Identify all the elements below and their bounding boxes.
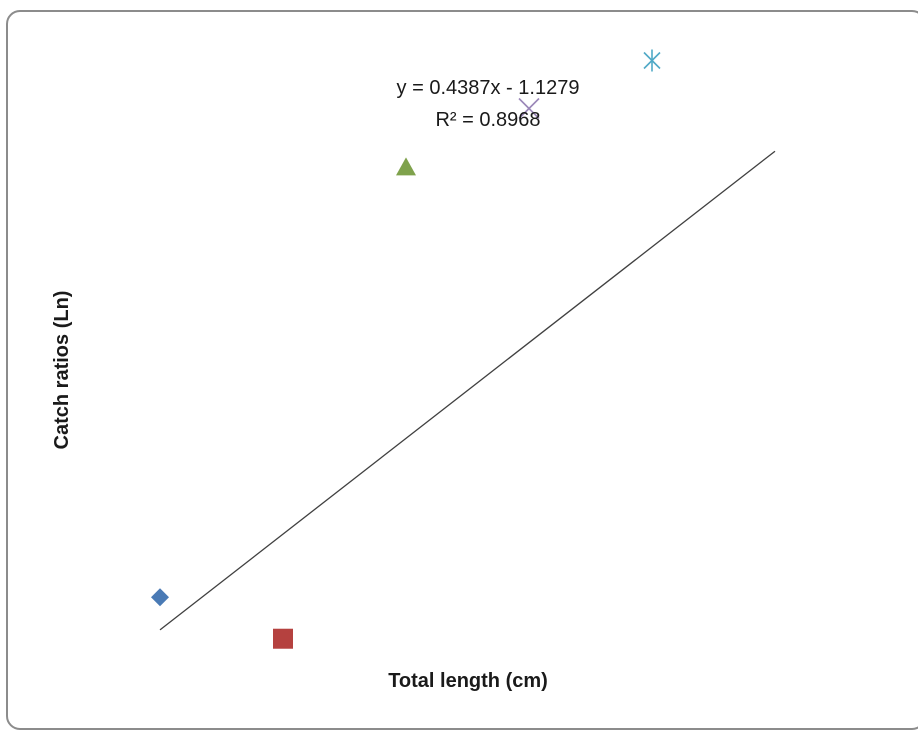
trendline <box>159 150 776 631</box>
data-point-triangle <box>396 157 416 176</box>
chart-frame <box>6 10 918 730</box>
data-point-diamond <box>151 588 169 607</box>
data-point-x <box>518 97 540 120</box>
x-axis-title: Total length (cm) <box>388 670 548 692</box>
data-point-square <box>273 628 293 649</box>
trendline-equation: y = 0.4387x - 1.1279 <box>397 77 580 99</box>
trendline-layer <box>159 150 776 631</box>
data-points-layer <box>151 49 661 649</box>
y-axis-title: Catch ratios (Ln) <box>51 291 73 450</box>
r-squared-label: R² = 0.8968 <box>435 109 540 131</box>
data-point-star <box>643 49 661 72</box>
